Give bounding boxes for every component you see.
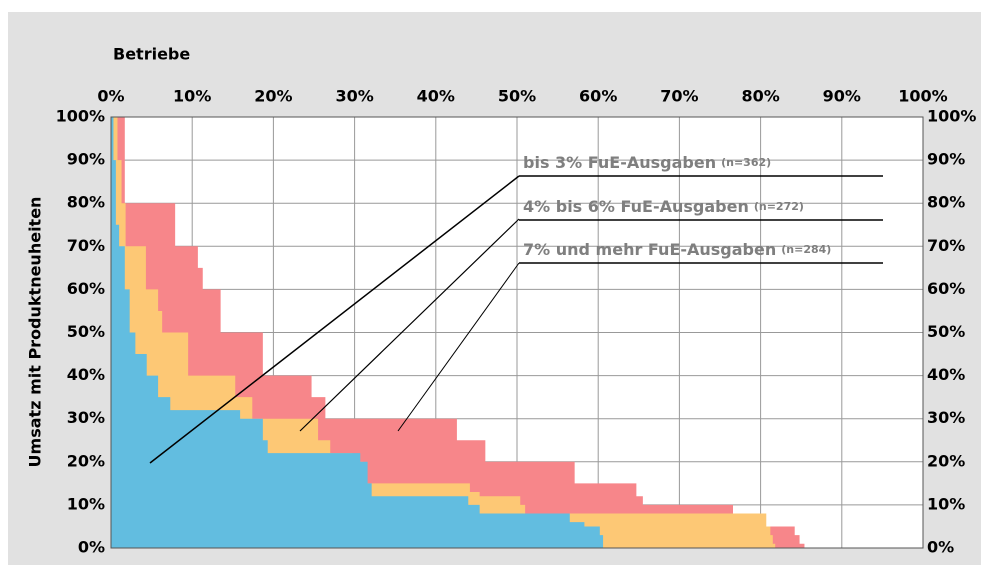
legend-label: 4% bis 6% FuE-Ausgaben (n=272) <box>523 197 804 216</box>
plot-frame <box>110 116 924 549</box>
area <box>111 117 776 548</box>
legend-n: (n=272) <box>754 200 804 213</box>
y-tick-label: 70% <box>927 236 965 255</box>
y-tick-label: 0% <box>927 538 954 557</box>
x-tick-label: 60% <box>579 87 617 106</box>
y-tick-label: 50% <box>927 322 965 341</box>
x-tick-label: 20% <box>254 87 292 106</box>
y-tick-label: 100% <box>56 107 105 126</box>
x-tick-label: 100% <box>898 87 947 106</box>
y-tick-label: 40% <box>927 365 965 384</box>
y-tick-label: 80% <box>67 193 105 212</box>
y-tick-label: 10% <box>927 494 965 513</box>
legend-name: 4% bis 6% FuE-Ausgaben <box>523 197 749 216</box>
legend-n: (n=284) <box>781 243 831 256</box>
y-tick-label: 0% <box>78 538 105 557</box>
leader-line <box>397 262 520 432</box>
leader-line <box>149 175 520 464</box>
legend-label: 7% und mehr FuE-Ausgaben (n=284) <box>523 240 831 259</box>
x-axis-title: Betriebe <box>113 45 190 64</box>
y-tick-label: 20% <box>927 451 965 470</box>
legend-label: bis 3% FuE-Ausgaben (n=362) <box>523 153 771 172</box>
legend-name: 7% und mehr FuE-Ausgaben <box>523 240 776 259</box>
y-tick-label: 60% <box>67 279 105 298</box>
x-tick-label: 50% <box>498 87 536 106</box>
legend-n: (n=362) <box>721 156 771 169</box>
y-tick-label: 30% <box>927 408 965 427</box>
y-tick-label: 20% <box>67 451 105 470</box>
y-tick-label: 50% <box>67 322 105 341</box>
y-tick-label: 100% <box>927 107 976 126</box>
y-tick-label: 10% <box>67 494 105 513</box>
x-tick-label: 90% <box>823 87 861 106</box>
y-tick-label: 30% <box>67 408 105 427</box>
x-tick-label: 80% <box>741 87 779 106</box>
leader-line <box>299 218 520 432</box>
y-axis-title: Umsatz mit Produktneuheiten <box>26 197 45 468</box>
y-tick-label: 80% <box>927 193 965 212</box>
y-tick-label: 70% <box>67 236 105 255</box>
x-tick-label: 30% <box>335 87 373 106</box>
x-tick-label: 10% <box>173 87 211 106</box>
y-tick-label: 90% <box>927 150 965 169</box>
legend-name: bis 3% FuE-Ausgaben <box>523 153 716 172</box>
x-tick-label: 40% <box>417 87 455 106</box>
x-tick-label: 0% <box>97 87 124 106</box>
area <box>111 117 604 548</box>
x-tick-label: 70% <box>660 87 698 106</box>
y-tick-label: 90% <box>67 150 105 169</box>
y-tick-label: 40% <box>67 365 105 384</box>
y-tick-label: 60% <box>927 279 965 298</box>
